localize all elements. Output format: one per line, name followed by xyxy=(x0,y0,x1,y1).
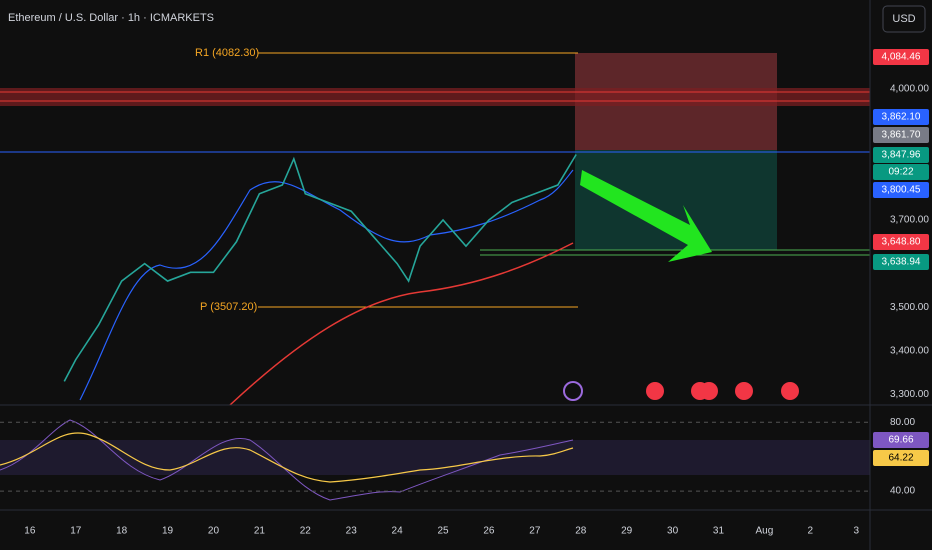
x-tick-label: 26 xyxy=(483,526,495,537)
price-tag xyxy=(873,127,929,143)
x-tick-label: 22 xyxy=(300,526,312,537)
price-tag xyxy=(873,254,929,270)
chart-title: Ethereum / U.S. Dollar · 1h · ICMARKETS xyxy=(8,12,214,24)
x-tick-label: 21 xyxy=(254,526,266,537)
x-tick-label: 28 xyxy=(575,526,587,537)
price-tag-label: 3,847.96 xyxy=(882,150,921,161)
price-tag-label: 3,638.94 xyxy=(882,257,921,268)
rsi-line xyxy=(0,419,574,501)
price-tag xyxy=(873,234,929,250)
x-tick-label: 31 xyxy=(713,526,725,537)
arrow xyxy=(580,170,712,262)
price-tag xyxy=(873,182,929,198)
y-tick-label: 3,400.00 xyxy=(890,346,929,357)
price-tag-label: 4,084.46 xyxy=(882,52,921,63)
resistance-band xyxy=(0,88,870,106)
x-tick-label: 29 xyxy=(621,526,633,537)
price-tag-label: 3,800.45 xyxy=(882,185,921,196)
rsi-band xyxy=(0,440,870,475)
x-tick-label: 23 xyxy=(346,526,358,537)
rsi-tick-label: 40.00 xyxy=(890,486,915,497)
x-tick-label: 19 xyxy=(162,526,174,537)
y-tick-label: 3,500.00 xyxy=(890,302,929,313)
x-tick-label: 25 xyxy=(437,526,449,537)
rsi-tag xyxy=(873,432,929,448)
x-tick-label: Aug xyxy=(756,526,774,537)
x-tick-label: 24 xyxy=(392,526,404,537)
currency-label[interactable]: USD xyxy=(892,13,915,25)
x-tick-label: 20 xyxy=(208,526,220,537)
x-tick-label: 27 xyxy=(529,526,541,537)
rsi-ma xyxy=(0,432,574,483)
x-tick-label: 2 xyxy=(808,526,814,537)
price-tag-label: 3,862.10 xyxy=(882,112,921,123)
r1-label: R1 (4082.30) xyxy=(195,47,259,59)
event-icon xyxy=(563,381,583,401)
pivot-label: P (3507.20) xyxy=(200,301,257,313)
price-tag xyxy=(873,147,929,163)
price-tag-label: 09:22 xyxy=(888,167,913,178)
rsi-tag-label: 69.66 xyxy=(888,435,913,446)
x-tick-label: 3 xyxy=(853,526,859,537)
rsi-tag xyxy=(873,450,929,466)
event-icon xyxy=(781,382,799,400)
x-tick-label: 18 xyxy=(116,526,128,537)
price-tag xyxy=(873,164,929,180)
y-tick-label: 4,000.00 xyxy=(890,84,929,95)
x-tick-label: 30 xyxy=(667,526,679,537)
slow-ma xyxy=(229,242,574,406)
rsi-tick-label: 80.00 xyxy=(890,417,915,428)
fast-ma xyxy=(79,169,574,401)
price-tag xyxy=(873,109,929,125)
y-tick-label: 3,300.00 xyxy=(890,389,929,400)
x-tick-label: 17 xyxy=(70,526,82,537)
event-icon xyxy=(700,382,718,400)
x-tick-label: 16 xyxy=(24,526,36,537)
rsi-tag-label: 64.22 xyxy=(888,453,913,464)
currency-button[interactable] xyxy=(882,5,926,33)
event-icon xyxy=(646,382,664,400)
price-tag-label: 3,861.70 xyxy=(882,130,921,141)
price-tag xyxy=(873,49,929,65)
y-tick-label: 3,700.00 xyxy=(890,215,929,226)
price-line xyxy=(63,154,577,382)
event-icon xyxy=(735,382,753,400)
price-tag-label: 3,648.80 xyxy=(882,237,921,248)
